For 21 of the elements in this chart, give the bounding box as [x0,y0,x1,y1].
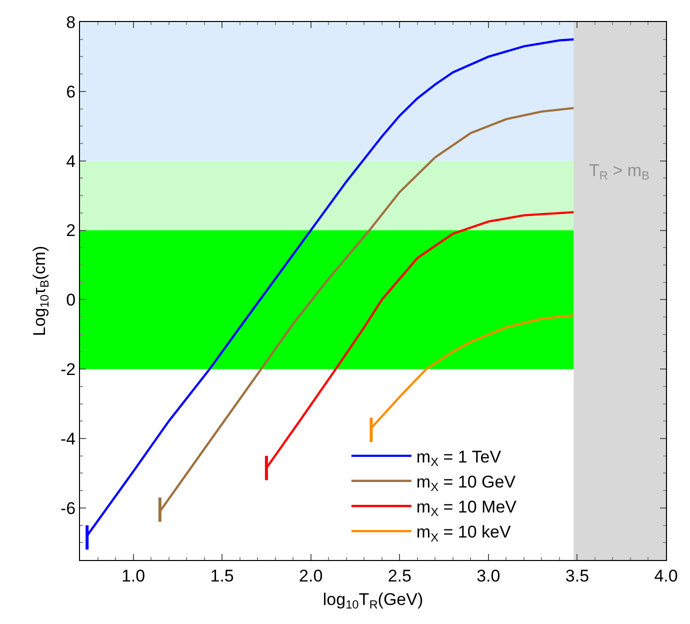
x-axis-title: log$_{10}$T$_{R}$(GeV) [322,590,424,612]
x-tick-label: 1.5 [210,566,234,586]
legend-label: m$_{X}$ = 10 MeV [416,498,518,520]
y-tick-label: 8 [66,12,76,32]
y-tick-label: -4 [60,429,76,448]
x-tick-label: 2.5 [388,566,412,586]
x-tick-label: 1.0 [121,566,146,586]
x-tick-label: 4.0 [654,566,678,586]
band-label: T$_{R}$ > m$_{B}$ [589,161,650,183]
x-tick-label: 3.5 [565,566,590,586]
legend-label: m$_{X}$ = 10 GeV [416,472,516,494]
y-tick-label: 0 [66,290,76,310]
x-tick-label: 2.0 [299,566,323,586]
y-tick-label: 2 [66,221,76,240]
legend-label: m$_{X}$ = 1 TeV [416,447,502,469]
x-tick-label: 3.0 [476,566,500,586]
y-tick-label: 6 [66,82,76,102]
y-tick-label: -6 [60,498,76,518]
y-tick-label: -2 [60,360,76,380]
y-tick-label: 4 [66,152,76,171]
legend-label: m$_{X}$ = 10 keV [416,522,512,544]
